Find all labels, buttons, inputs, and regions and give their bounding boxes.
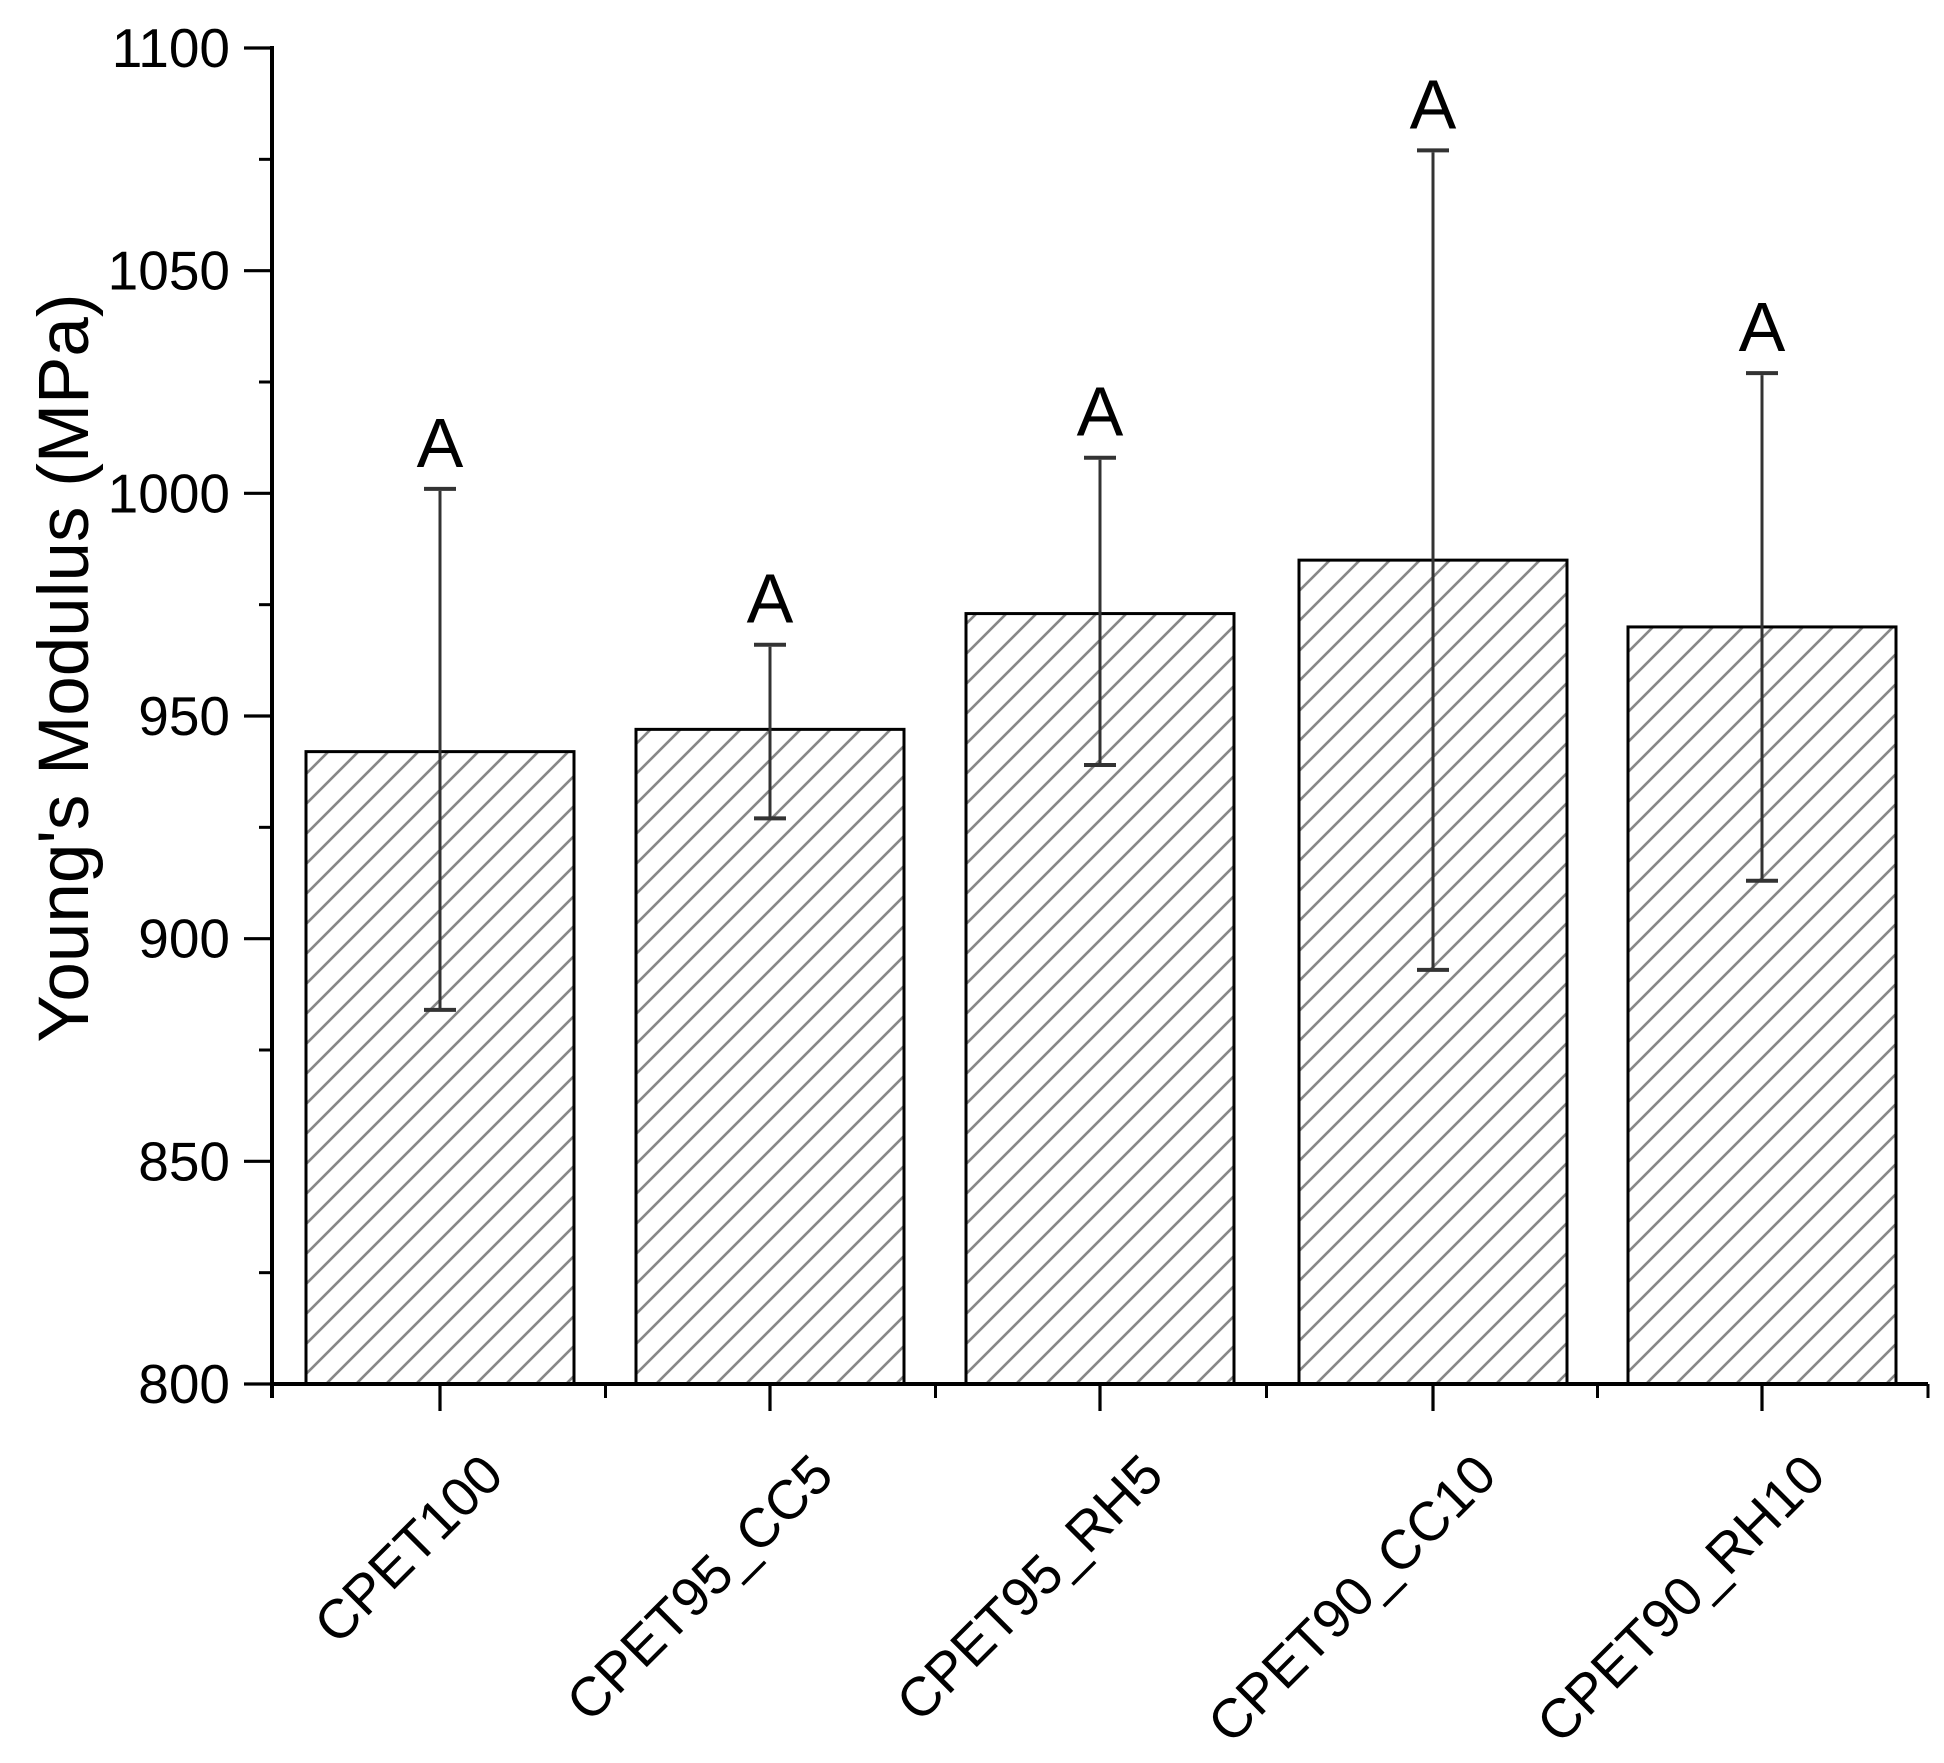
significance-letter: A (417, 404, 464, 482)
x-category-label: CPET90_CC10 (1196, 1443, 1508, 1755)
y-tick-label: 800 (138, 1353, 230, 1415)
x-category-label: CPET100 (302, 1443, 514, 1655)
y-axis-title: Young's Modulus (MPa) (25, 294, 104, 1043)
significance-letter: A (747, 560, 794, 638)
significance-letter: A (1077, 373, 1124, 451)
x-category-label: CPET95_RH5 (884, 1443, 1174, 1733)
x-category-label: CPET95_CC5 (554, 1443, 844, 1733)
y-tick-label: 850 (138, 1130, 230, 1192)
x-category-label: CPET90_RH10 (1525, 1443, 1837, 1755)
y-tick-label: 1050 (108, 240, 230, 302)
y-tick-label: 950 (138, 685, 230, 747)
y-tick-label: 1000 (108, 462, 230, 524)
significance-letter: A (1410, 65, 1457, 143)
bar (634, 727, 906, 1386)
y-tick-label: 1100 (112, 17, 230, 79)
y-tick-label: 900 (138, 908, 230, 970)
significance-letter: A (1739, 288, 1786, 366)
